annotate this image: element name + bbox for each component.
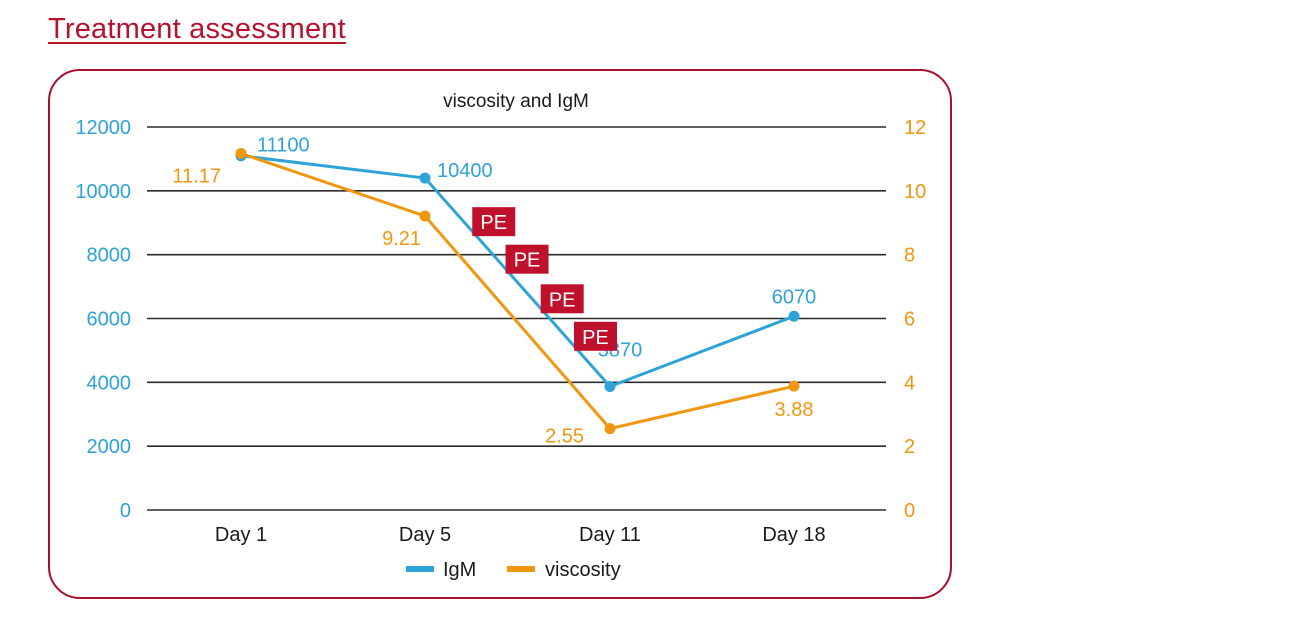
pe-badge: PE: [505, 244, 549, 274]
series-line-igm: [240, 154, 795, 388]
legend-label-viscosity: viscosity: [545, 559, 621, 581]
y-right-tick-label: 6: [904, 309, 915, 331]
y-right-tick-label: 2: [904, 436, 915, 458]
x-tick-label: Day 18: [762, 524, 825, 546]
data-point-viscosity: [419, 210, 431, 222]
pe-badge-label: PE: [480, 212, 507, 234]
y-right-tick-label: 12: [904, 117, 926, 139]
data-point-viscosity: [604, 423, 616, 435]
data-label-igm: 11100: [257, 135, 310, 157]
pe-badge: PE: [574, 321, 617, 351]
data-label-viscosity: 9.21: [382, 228, 421, 250]
y-left-tick-label: 10000: [75, 181, 131, 203]
annotations: PE PE PE PE: [472, 207, 617, 351]
pe-badge-label: PE: [549, 289, 576, 311]
y-left-tick-label: 4000: [87, 372, 132, 394]
y-left-tick-label: 2000: [87, 436, 132, 458]
legend-swatch-igm: [406, 566, 434, 572]
pe-badge-label: PE: [514, 250, 541, 272]
chart-frame: [48, 69, 952, 599]
y-left-tick-label: 8000: [87, 245, 132, 267]
legend-label-igm: IgM: [443, 559, 476, 581]
x-tick-label: Day 11: [579, 524, 641, 546]
page-title: Treatment assessment: [48, 13, 346, 45]
data-label-igm: 6070: [772, 286, 817, 308]
data-label-viscosity: 3.88: [775, 399, 814, 421]
pe-badge-bg: [574, 321, 617, 351]
pe-badge-label: PE: [582, 327, 609, 349]
data-point-viscosity: [235, 147, 247, 159]
y-left-tick-label: 6000: [87, 309, 132, 331]
x-tick-label: Day 1: [215, 524, 267, 546]
x-tick-label: Day 5: [399, 524, 451, 546]
pe-badge-bg: [540, 284, 584, 314]
data-label-viscosity: 11.17: [172, 165, 221, 187]
y-axis-left: 0 2000 4000 6000 8000 10000 12000: [75, 117, 131, 522]
pe-badge-bg: [472, 207, 516, 237]
y-right-tick-label: 4: [904, 372, 915, 394]
chart-title: viscosity and IgM: [443, 91, 589, 112]
y-right-tick-label: 0: [904, 500, 915, 522]
y-left-tick-label: 0: [120, 500, 131, 522]
pe-badge: PE: [472, 207, 516, 237]
data-point-igm: [788, 310, 800, 322]
legend: IgM viscosity: [406, 559, 621, 581]
series-line-viscosity: [240, 152, 795, 431]
legend-swatch-viscosity: [507, 566, 535, 572]
data-point-viscosity: [788, 380, 800, 392]
data-label-viscosity: 2.55: [545, 426, 584, 448]
x-axis: Day 1 Day 5 Day 11 Day 18: [215, 524, 826, 546]
y-right-tick-label: 8: [904, 245, 915, 267]
pe-badge: PE: [540, 284, 584, 314]
y-left-tick-label: 12000: [75, 117, 131, 139]
data-point-igm: [604, 380, 616, 392]
data-label-igm: 10400: [437, 160, 493, 182]
grid-lines: [147, 126, 886, 511]
y-right-tick-label: 10: [904, 181, 926, 203]
y-axis-right: 0 2 4 6 8 10 12: [904, 117, 926, 522]
data-point-igm: [419, 172, 431, 184]
pe-badge-bg: [505, 244, 549, 274]
